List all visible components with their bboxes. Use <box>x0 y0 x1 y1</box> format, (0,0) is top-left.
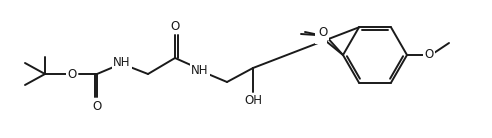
Text: O: O <box>425 48 433 62</box>
Text: NH: NH <box>113 56 131 70</box>
Text: O: O <box>92 99 102 112</box>
Text: O: O <box>67 67 77 80</box>
Text: O: O <box>170 19 180 33</box>
Text: OH: OH <box>244 95 262 108</box>
Text: NH: NH <box>191 63 209 76</box>
Text: O: O <box>318 26 328 39</box>
Text: O: O <box>316 30 326 43</box>
